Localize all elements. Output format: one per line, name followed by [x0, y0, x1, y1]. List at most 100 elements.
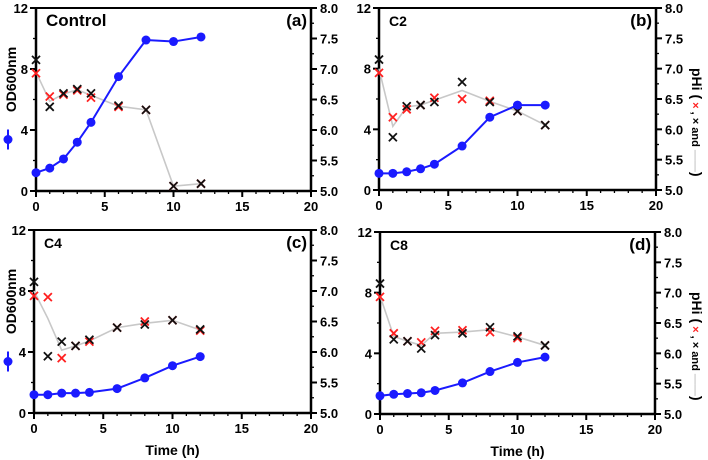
y2-label-sep: , [689, 333, 701, 342]
od-point [485, 367, 495, 377]
ph-black-x-point [402, 101, 412, 111]
y2-label-prefix: pHi ( [689, 68, 705, 99]
od-point [29, 390, 39, 400]
ph-mean-line [33, 290, 201, 352]
x-tick-label: 10 [510, 422, 524, 437]
ph-black-x-point [57, 336, 67, 347]
od-point [43, 390, 53, 400]
ph-black-x-point [485, 322, 495, 332]
y-tick-label: 8 [364, 62, 371, 77]
y-tick-label: 8 [19, 284, 26, 299]
y-tick-label: 4 [364, 122, 372, 137]
ph-black-x-point [167, 315, 178, 325]
x-axis-label: Time (h) [490, 443, 544, 459]
x-axis-label: Time (h) [145, 442, 199, 458]
od-point [112, 384, 122, 394]
gray-line-legend-icon: —— [689, 150, 701, 172]
ph-black-x-point [58, 88, 69, 99]
y2-tick-label: 6.5 [665, 92, 683, 107]
y-tick-label: 12 [12, 223, 26, 238]
od-point [71, 388, 81, 398]
ph-red-x-point [31, 68, 41, 78]
panel-c: 0 5 10 15 20 0 4 8 12 5.0 5.5 6.0 6.5 7.0 7.5 8.0 C4 (c) T… [3, 223, 338, 458]
y2-tick-label: 5.5 [320, 154, 338, 169]
x-tick-label: 10 [165, 421, 179, 436]
x-tick-label: 0 [375, 198, 382, 213]
x-tick-label: 0 [32, 199, 39, 214]
y2-axis-label: pHi ( × , × and ——) [689, 292, 705, 401]
od-point [540, 100, 550, 110]
ph-red-x-point [374, 68, 384, 78]
y2-tick-label: 6.0 [665, 122, 683, 137]
black-x-legend-icon: × [689, 342, 701, 348]
ph-red-x-point [84, 336, 95, 347]
ph-black-x-point [485, 97, 495, 107]
y2-label-suffix: ) [689, 396, 705, 401]
ph-red-x-point [140, 316, 150, 327]
y2-tick-label: 6.0 [320, 123, 338, 138]
y2-tick-label: 8.0 [320, 223, 338, 238]
y2-tick-label: 6.5 [664, 316, 682, 331]
ph-black-x-point [195, 324, 205, 335]
y-tick-label: 0 [21, 184, 28, 199]
ph-black-x-point [416, 343, 426, 354]
y2-tick-label: 5.0 [320, 184, 338, 199]
ph-red-x-point [375, 292, 385, 302]
od-point [59, 154, 68, 164]
ph-black-x-point [168, 181, 179, 191]
y-tick-label: 12 [357, 1, 371, 16]
od-point [196, 32, 206, 42]
od-point [141, 35, 151, 45]
ph-black-x-point [86, 88, 96, 99]
ph-black-x-point [540, 120, 550, 130]
od-point [429, 159, 439, 169]
black-x-legend-icon: × [689, 118, 701, 124]
ph-red-x-point [43, 292, 53, 302]
x-tick-label: 20 [649, 198, 663, 213]
ph-mean-line [378, 68, 546, 129]
y2-label-and: and [689, 124, 701, 150]
x-tick-label: 0 [30, 421, 37, 436]
ph-black-x-point [457, 77, 467, 87]
y-tick-label: 12 [358, 225, 372, 240]
od-legend-marker-icon [3, 135, 13, 144]
y2-tick-label: 6.5 [320, 93, 338, 108]
svg-text:pHi ( × , × and ——): pHi ( × , × and ——) [689, 68, 705, 177]
x-tick-label: 15 [235, 421, 249, 436]
od-point [416, 164, 426, 174]
ph-red-x-point [388, 112, 398, 122]
ph-black-x-point [31, 55, 41, 65]
panel-label: (a) [286, 11, 307, 30]
panel-d: 0 5 10 15 20 0 4 8 12 5.0 5.5 6.0 6.5 7.0 7.5 8.0 C8 (d) T… [358, 225, 705, 459]
y-tick-label: 4 [365, 346, 373, 361]
od-point [57, 388, 67, 398]
y2-tick-label: 6.5 [320, 315, 338, 330]
ph-black-x-point [430, 330, 440, 340]
ph-black-x-point [113, 100, 124, 111]
ph-black-x-point [375, 278, 385, 289]
y2-label-sep: , [689, 109, 701, 118]
panel-title: Control [46, 11, 106, 30]
od-point [374, 168, 384, 178]
x-tick-label: 5 [445, 422, 452, 437]
ph-black-x-point [72, 84, 82, 94]
panel-title: C2 [389, 13, 407, 29]
ph-red-x-point [29, 291, 39, 301]
y2-tick-label: 5.0 [664, 407, 682, 422]
x-tick-label: 0 [376, 422, 383, 437]
od-point [403, 389, 412, 399]
ph-black-x-point [196, 179, 206, 189]
ph-red-x-point [402, 104, 412, 114]
y-axis-label-group: OD600nm [3, 47, 19, 150]
y-tick-label: 8 [365, 286, 372, 301]
ph-black-x-point [457, 328, 468, 338]
svg-text:pHi ( × , × and ——): pHi ( × , × and ——) [689, 292, 705, 401]
od-point [513, 357, 522, 367]
od-legend-marker-icon [3, 357, 13, 366]
ph-red-x-point [457, 94, 467, 104]
x-tick-label: 10 [510, 198, 524, 213]
y2-tick-label: 8.0 [664, 225, 682, 240]
y2-tick-label: 7.5 [320, 32, 338, 47]
x-tick-label: 20 [304, 421, 318, 436]
panel-b: 0 5 10 15 20 0 4 8 12 5.0 5.5 6.0 6.5 7.0 7.5 8.0 C2 (b) p… [357, 1, 705, 213]
